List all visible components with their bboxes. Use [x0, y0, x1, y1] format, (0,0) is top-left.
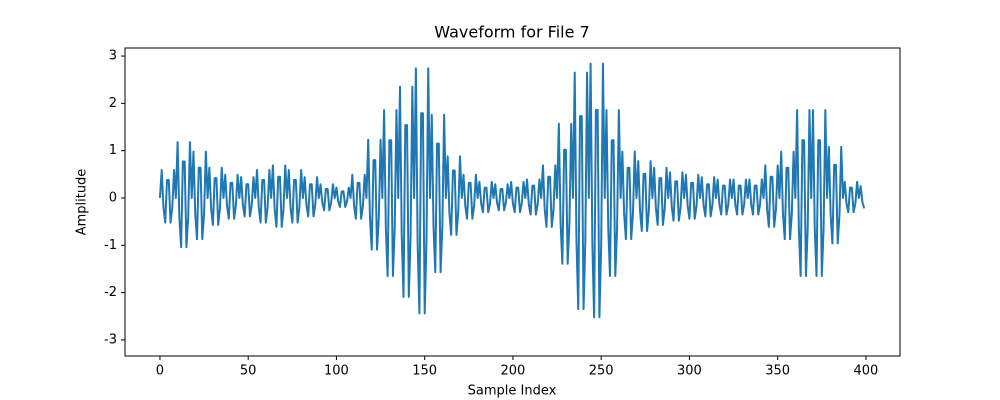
- y-tick-label: 3: [109, 49, 117, 64]
- x-tick-label: 100: [324, 364, 349, 379]
- x-tick-label: 350: [765, 364, 790, 379]
- y-tick-label: -1: [104, 238, 117, 253]
- chart-title: Waveform for File 7: [434, 23, 589, 42]
- x-tick-label: 250: [589, 364, 614, 379]
- waveform-line: [158, 62, 866, 319]
- x-tick-label: 0: [156, 364, 164, 379]
- x-tick-label: 400: [854, 364, 879, 379]
- plot-frame: [124, 47, 901, 357]
- x-tick-label: 150: [412, 364, 437, 379]
- x-axis-label: Sample Index: [468, 384, 557, 399]
- x-tick-label: 200: [501, 364, 526, 379]
- y-tick-label: 0: [109, 190, 117, 205]
- y-tick-label: 1: [109, 143, 117, 158]
- y-axis-label: Amplitude: [75, 169, 90, 236]
- y-tick-label: -2: [104, 285, 117, 300]
- y-tick-label: -3: [104, 332, 117, 347]
- x-tick-label: 50: [240, 364, 257, 379]
- x-tick-label: 300: [677, 364, 702, 379]
- y-tick-label: 2: [109, 96, 117, 111]
